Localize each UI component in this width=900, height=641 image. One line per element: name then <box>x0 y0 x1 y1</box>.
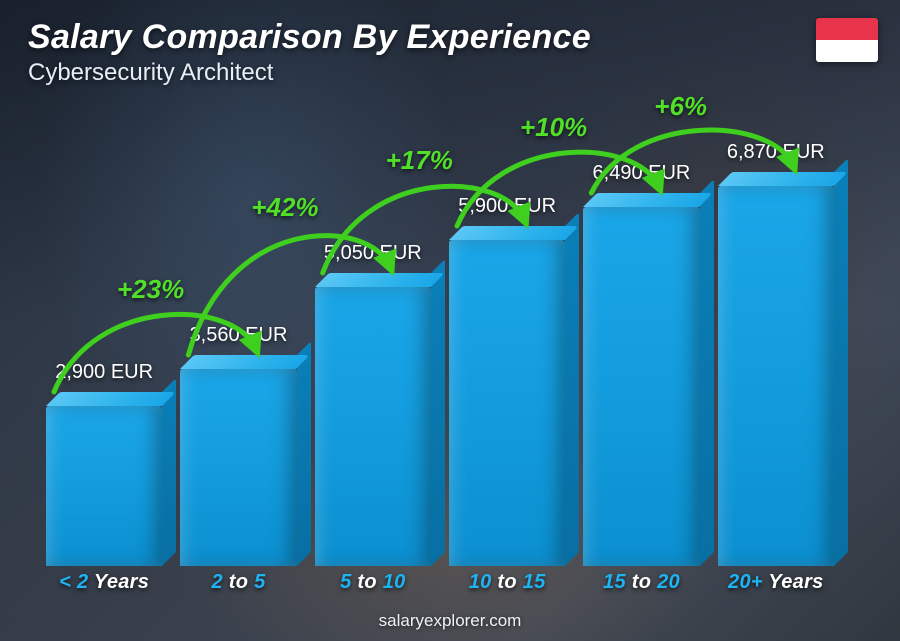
bar-value-label: 5,900 EUR <box>426 195 589 218</box>
x-axis-label: < 2 Years <box>46 571 162 601</box>
bar-value-label: 2,900 EUR <box>23 361 186 384</box>
footer-attribution: salaryexplorer.com <box>0 611 900 631</box>
bar-top-face <box>583 193 713 207</box>
x-axis-label: 2 to 5 <box>180 571 296 601</box>
bar-front-face <box>449 240 565 566</box>
page-subtitle: Cybersecurity Architect <box>28 59 591 87</box>
header: Salary Comparison By Experience Cybersec… <box>28 18 591 87</box>
bar-side-face <box>297 341 311 566</box>
bar-value-label: 5,050 EUR <box>291 242 454 265</box>
bar-side-face <box>834 158 848 566</box>
bar-top-face <box>180 355 310 369</box>
bar-front-face <box>315 287 431 566</box>
bar <box>583 207 699 566</box>
bar-slot: 6,490 EUR <box>583 90 699 566</box>
chart-area: 2,900 EUR3,560 EUR5,050 EUR5,900 EUR6,49… <box>40 90 840 566</box>
bars-row: 2,900 EUR3,560 EUR5,050 EUR5,900 EUR6,49… <box>40 90 840 566</box>
country-flag <box>816 18 878 62</box>
bar-value-label: 3,560 EUR <box>157 324 320 347</box>
bar-slot: 5,900 EUR <box>449 90 565 566</box>
bar-side-face <box>565 212 579 566</box>
bar <box>718 186 834 566</box>
bar <box>180 369 296 566</box>
bar-value-label: 6,870 EUR <box>694 141 857 164</box>
bar-side-face <box>162 378 176 566</box>
bar-side-face <box>700 179 714 566</box>
bar-slot: 5,050 EUR <box>315 90 431 566</box>
bar-front-face <box>718 186 834 566</box>
x-axis-label: 15 to 20 <box>583 571 699 601</box>
flag-top-stripe <box>816 18 878 40</box>
bar-front-face <box>46 406 162 566</box>
flag-bottom-stripe <box>816 40 878 62</box>
bar-slot: 2,900 EUR <box>46 90 162 566</box>
x-axis-label: 5 to 10 <box>315 571 431 601</box>
x-axis: < 2 Years 2 to 5 5 to 10 10 to 15 15 to 20 20… <box>40 571 840 601</box>
infographic-container: Salary Comparison By Experience Cybersec… <box>0 0 900 641</box>
bar-top-face <box>718 172 848 186</box>
bar-slot: 6,870 EUR <box>718 90 834 566</box>
bar-front-face <box>180 369 296 566</box>
bar-front-face <box>583 207 699 566</box>
x-axis-label: 20+ Years <box>718 571 834 601</box>
bar-side-face <box>431 259 445 566</box>
x-axis-label: 10 to 15 <box>449 571 565 601</box>
bar-top-face <box>46 392 176 406</box>
bar-value-label: 6,490 EUR <box>560 162 723 185</box>
bar-slot: 3,560 EUR <box>180 90 296 566</box>
bar-top-face <box>449 226 579 240</box>
bar <box>315 287 431 566</box>
page-title: Salary Comparison By Experience <box>28 18 591 57</box>
bar <box>449 240 565 566</box>
bar <box>46 406 162 566</box>
bar-top-face <box>315 273 445 287</box>
